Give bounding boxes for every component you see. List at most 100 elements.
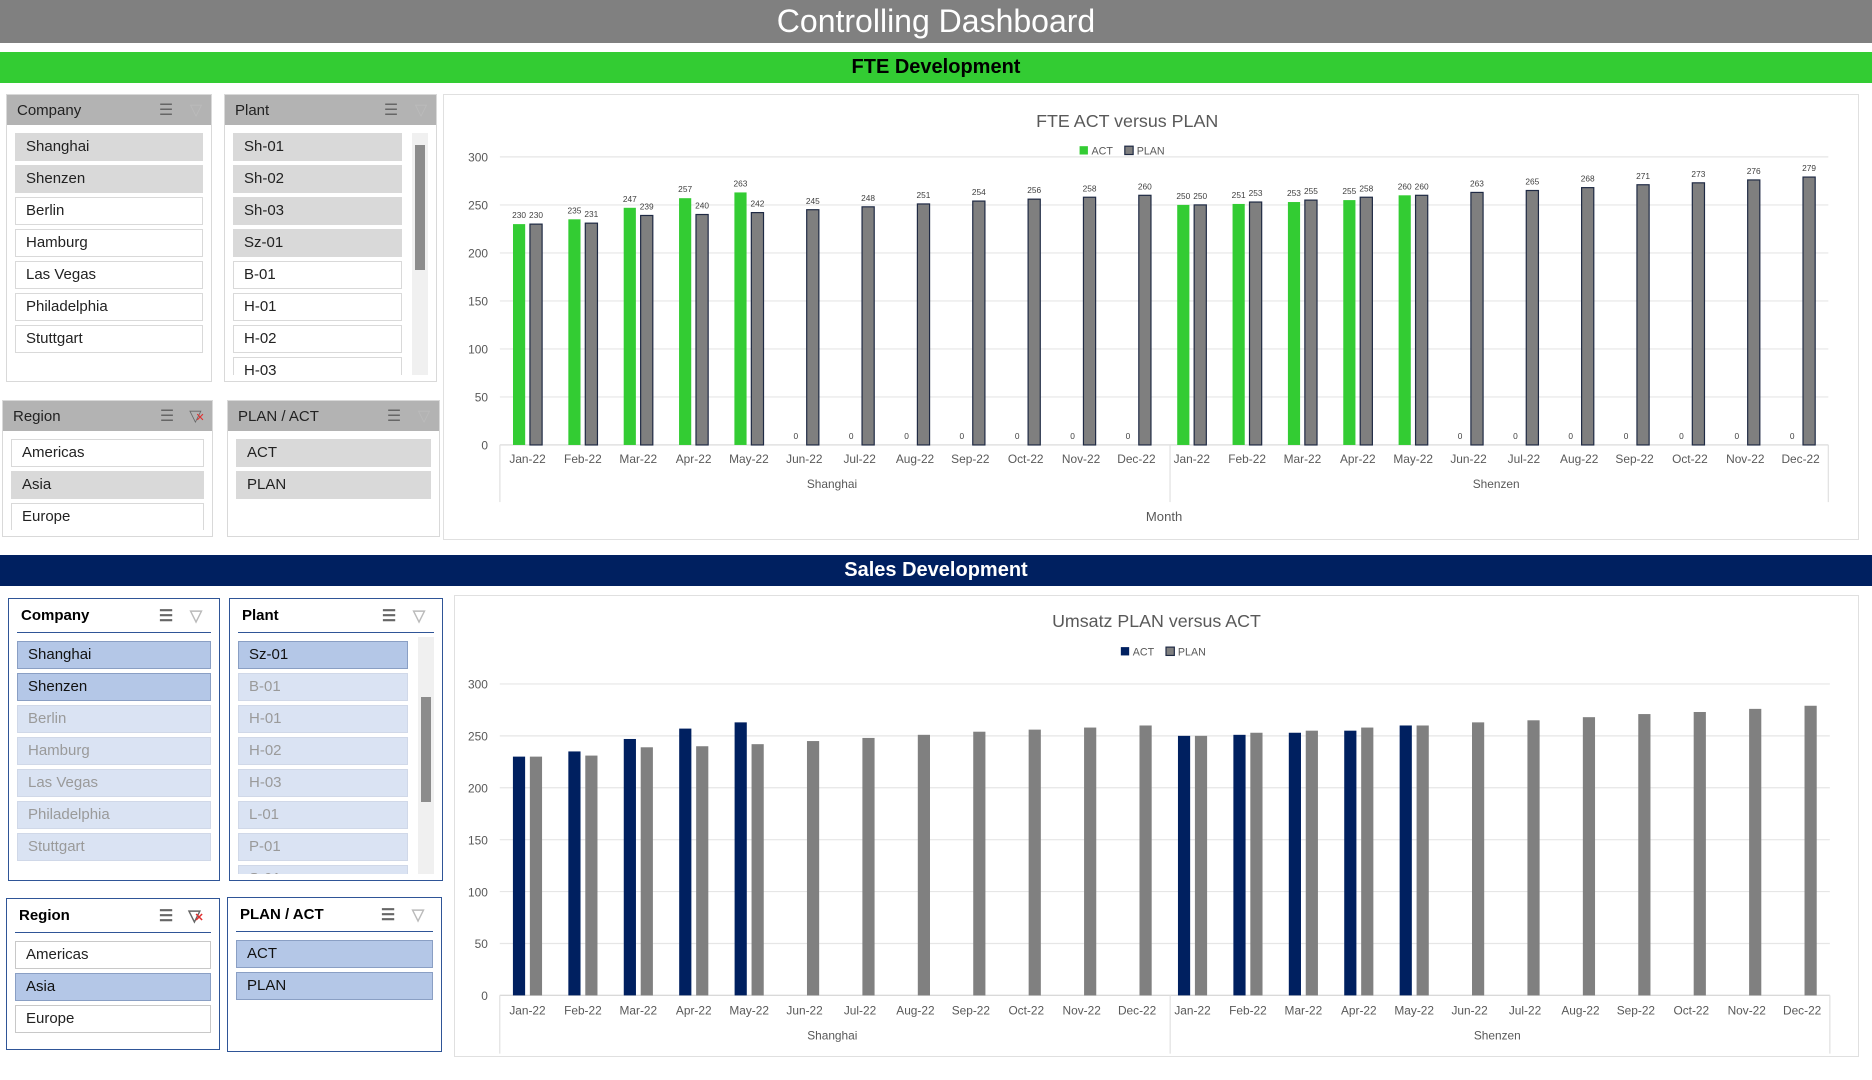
slicer-item-stuttgart[interactable]: Stuttgart bbox=[17, 833, 211, 861]
slicer-item-las-vegas[interactable]: Las Vegas bbox=[15, 261, 203, 289]
x-tick-label: Jul-22 bbox=[1509, 1003, 1541, 1017]
scrollbar[interactable] bbox=[412, 133, 428, 375]
slicer-header: Region ☰ ▽✕ bbox=[15, 899, 211, 933]
legend-swatch-act bbox=[1120, 647, 1130, 656]
bar-plan bbox=[1527, 720, 1540, 996]
data-label: 239 bbox=[640, 202, 654, 212]
slicer-item-act[interactable]: ACT bbox=[236, 940, 433, 968]
slicer-item-sh-01[interactable]: Sh-01 bbox=[233, 133, 402, 161]
scrollbar-thumb[interactable] bbox=[415, 145, 425, 270]
slicer-item-europe[interactable]: Europe bbox=[11, 503, 204, 530]
clear-filter-icon[interactable]: ▽ bbox=[411, 906, 425, 924]
y-tick-label: 0 bbox=[481, 439, 488, 453]
bar-act bbox=[1287, 202, 1301, 445]
slicer-item-p-01[interactable]: P-01 bbox=[238, 833, 408, 861]
slicer-item-plan[interactable]: PLAN bbox=[236, 471, 431, 499]
chart-title: Umsatz PLAN versus ACT bbox=[1052, 611, 1261, 631]
slicer-item-h-02[interactable]: H-02 bbox=[233, 325, 402, 353]
slicer-item-s-01[interactable]: S-01 bbox=[238, 865, 408, 874]
data-label: 0 bbox=[1513, 431, 1518, 441]
slicer-item-h-01[interactable]: H-01 bbox=[238, 705, 408, 733]
clear-filter-icon[interactable]: ▽ bbox=[414, 102, 428, 119]
x-tick-label: May-22 bbox=[729, 1003, 769, 1017]
slicer-item-las-vegas[interactable]: Las Vegas bbox=[17, 769, 211, 797]
slicer-item-sz-01[interactable]: Sz-01 bbox=[233, 229, 402, 257]
data-label: 279 bbox=[1802, 163, 1816, 173]
data-label: 247 bbox=[623, 194, 637, 204]
scrollbar-thumb[interactable] bbox=[421, 697, 431, 802]
bar-plan bbox=[806, 741, 820, 996]
slicer-title: PLAN / ACT bbox=[238, 407, 319, 425]
data-label: 250 bbox=[1176, 191, 1190, 201]
sales-slicer-planact: PLAN / ACT ☰ ▽ ACT PLAN bbox=[227, 897, 442, 1052]
multi-select-icon[interactable]: ☰ bbox=[159, 408, 175, 425]
slicer-item-h-03[interactable]: H-03 bbox=[238, 769, 408, 797]
slicer-item-stuttgart[interactable]: Stuttgart bbox=[15, 325, 203, 353]
scrollbar[interactable] bbox=[418, 637, 434, 874]
clear-filter-icon[interactable]: ▽✕ bbox=[189, 408, 205, 425]
bar-plan bbox=[972, 200, 986, 446]
x-tick-label: Nov-22 bbox=[1062, 452, 1101, 466]
x-tick-label: Mar-22 bbox=[1285, 1003, 1323, 1017]
bar-plan bbox=[861, 206, 875, 446]
slicer-item-sh-02[interactable]: Sh-02 bbox=[233, 165, 402, 193]
slicer-item-shanghai[interactable]: Shanghai bbox=[17, 641, 211, 669]
slicer-item-americas[interactable]: Americas bbox=[15, 941, 211, 969]
data-label: 255 bbox=[1342, 186, 1356, 196]
clear-filter-icon[interactable]: ▽ bbox=[412, 607, 426, 625]
slicer-item-asia[interactable]: Asia bbox=[11, 471, 204, 499]
slicer-item-asia[interactable]: Asia bbox=[15, 973, 211, 1001]
clear-filter-icon[interactable]: ▽ bbox=[189, 102, 203, 119]
bar-plan bbox=[806, 209, 820, 446]
y-tick-label: 250 bbox=[468, 199, 488, 213]
slicer-item-b-01[interactable]: B-01 bbox=[233, 261, 402, 289]
y-tick-label: 150 bbox=[468, 833, 488, 847]
clear-filter-icon[interactable]: ▽✕ bbox=[188, 907, 204, 925]
data-label: 254 bbox=[972, 187, 986, 197]
slicer-item-americas[interactable]: Americas bbox=[11, 439, 204, 467]
data-label: 268 bbox=[1581, 174, 1595, 184]
legend-swatch-plan bbox=[1165, 646, 1175, 657]
slicer-item-h-03[interactable]: H-03 bbox=[233, 357, 402, 375]
multi-select-icon[interactable]: ☰ bbox=[386, 408, 402, 425]
slicer-item-hamburg[interactable]: Hamburg bbox=[15, 229, 203, 257]
multi-select-icon[interactable]: ☰ bbox=[158, 102, 174, 119]
slicer-item-philadelphia[interactable]: Philadelphia bbox=[17, 801, 211, 829]
bar-plan bbox=[1802, 176, 1816, 446]
slicer-item-philadelphia[interactable]: Philadelphia bbox=[15, 293, 203, 321]
multi-select-icon[interactable]: ☰ bbox=[158, 607, 174, 625]
slicer-item-h-02[interactable]: H-02 bbox=[238, 737, 408, 765]
x-tick-label: Mar-22 bbox=[620, 1003, 658, 1017]
bar-act bbox=[1399, 725, 1412, 996]
clear-filter-icon[interactable]: ▽ bbox=[189, 607, 203, 625]
slicer-item-shenzen[interactable]: Shenzen bbox=[15, 165, 203, 193]
slicer-item-shanghai[interactable]: Shanghai bbox=[15, 133, 203, 161]
clear-filter-icon[interactable]: ▽ bbox=[417, 408, 431, 425]
y-tick-label: 50 bbox=[475, 937, 489, 951]
data-label: 263 bbox=[1470, 178, 1484, 188]
slicer-item-berlin[interactable]: Berlin bbox=[15, 197, 203, 225]
x-tick-label: Jul-22 bbox=[843, 452, 876, 466]
slicer-item-sh-03[interactable]: Sh-03 bbox=[233, 197, 402, 225]
slicer-item-h-01[interactable]: H-01 bbox=[233, 293, 402, 321]
multi-select-icon[interactable]: ☰ bbox=[383, 102, 399, 119]
multi-select-icon[interactable]: ☰ bbox=[158, 907, 174, 925]
slicer-item-shenzen[interactable]: Shenzen bbox=[17, 673, 211, 701]
slicer-item-plan[interactable]: PLAN bbox=[236, 972, 433, 1000]
slicer-item-europe[interactable]: Europe bbox=[15, 1005, 211, 1033]
slicer-item-b-01[interactable]: B-01 bbox=[238, 673, 408, 701]
multi-select-icon[interactable]: ☰ bbox=[381, 607, 397, 625]
slicer-item-act[interactable]: ACT bbox=[236, 439, 431, 467]
slicer-header: PLAN / ACT ☰ ▽ bbox=[236, 898, 433, 932]
slicer-header: Company ☰ ▽ bbox=[17, 599, 211, 633]
slicer-item-berlin[interactable]: Berlin bbox=[17, 705, 211, 733]
group-label-shanghai: Shanghai bbox=[807, 1028, 857, 1042]
slicer-item-l-01[interactable]: L-01 bbox=[238, 801, 408, 829]
slicer-item-sz-01[interactable]: Sz-01 bbox=[238, 641, 408, 669]
multi-select-icon[interactable]: ☰ bbox=[380, 906, 396, 924]
slicer-items: ACT PLAN bbox=[236, 940, 433, 1045]
data-label: 253 bbox=[1287, 188, 1301, 198]
bar-plan bbox=[640, 747, 653, 996]
bar-plan bbox=[1636, 184, 1650, 446]
slicer-item-hamburg[interactable]: Hamburg bbox=[17, 737, 211, 765]
